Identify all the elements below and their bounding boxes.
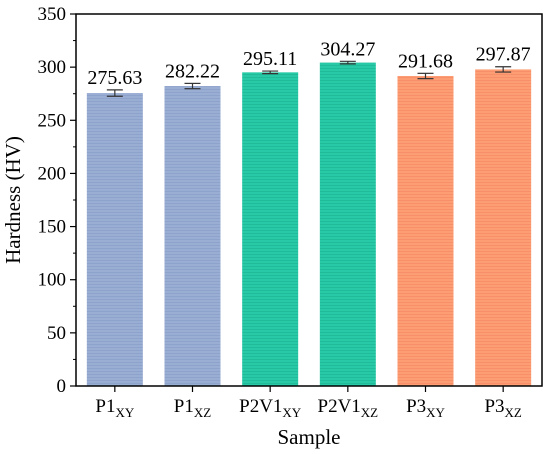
y-tick-label-0: 0	[57, 376, 67, 397]
y-axis: 0 50 100 150 200 250 300 350	[38, 4, 76, 397]
y-tick-label-3: 150	[38, 217, 67, 238]
y-tick-label-6: 300	[38, 57, 67, 78]
x-tick-label-5: P3XZ	[484, 396, 521, 420]
y-tick-label-4: 200	[38, 163, 67, 184]
bars-layer	[86, 62, 532, 387]
data-label-1: 282.22	[165, 60, 220, 82]
y-axis-label: Hardness (HV)	[1, 136, 25, 264]
x-axis: P1XY P1XZ P2V1XY P2V1XZ P3XY P3XZ	[95, 386, 522, 420]
x-tick-label-4: P3XY	[406, 396, 445, 420]
data-label-4: 291.68	[398, 50, 453, 72]
bar-2	[242, 72, 299, 387]
data-label-2: 295.11	[243, 48, 297, 70]
x-tick-label-0: P1XY	[95, 396, 134, 420]
x-tick-label-3: P2V1XZ	[318, 396, 379, 420]
x-tick-label-2: P2V1XY	[239, 396, 302, 420]
bar-1	[164, 86, 221, 386]
y-tick-label-1: 50	[47, 323, 66, 344]
y-tick-label-7: 350	[38, 4, 67, 25]
bar-5	[475, 69, 532, 387]
bar-0	[86, 93, 143, 387]
bar-3	[319, 62, 376, 386]
bar-4	[397, 75, 454, 386]
x-axis-label: Sample	[278, 425, 341, 449]
x-tick-label-1: P1XZ	[174, 396, 211, 420]
y-tick-label-5: 250	[38, 110, 67, 131]
data-labels-layer: 275.63 282.22 295.11 304.27 291.68 297.87	[87, 38, 530, 89]
data-label-5: 297.87	[476, 44, 531, 66]
plot-frame	[75, 13, 543, 387]
y-tick-label-2: 100	[38, 270, 67, 291]
data-label-0: 275.63	[87, 67, 142, 89]
error-bars-layer	[106, 60, 512, 97]
data-label-3: 304.27	[320, 38, 375, 60]
